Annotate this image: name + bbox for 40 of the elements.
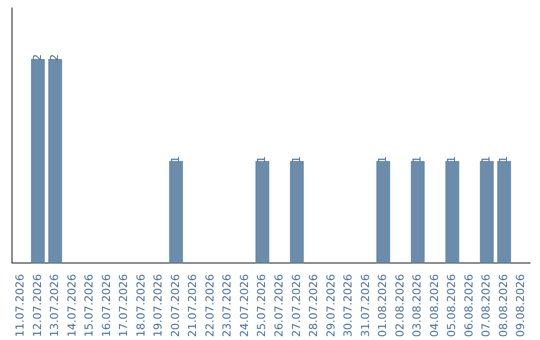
x-tick-label: 05.08.2026 (445, 274, 458, 338)
x-tick-label: 01.08.2026 (376, 274, 390, 338)
data-label: 1 (255, 156, 268, 164)
x-tick-label: 25.07.2026 (255, 274, 268, 338)
data-label: 1 (480, 156, 493, 164)
x-tick-label: 02.08.2026 (393, 274, 406, 338)
x-tick-label: 03.08.2026 (410, 274, 424, 338)
x-tick-label: 12.07.2026 (30, 274, 44, 338)
x-tick-label: 16.07.2026 (100, 274, 113, 338)
x-tick-label: 26.07.2026 (272, 274, 286, 338)
x-tick-label: 27.07.2026 (290, 274, 303, 338)
data-label: 1 (445, 156, 458, 164)
x-tick-label: 31.07.2026 (358, 274, 372, 338)
data-label: 2 (48, 54, 62, 62)
x-tick-label: 24.07.2026 (238, 274, 251, 338)
x-tick-label: 18.07.2026 (134, 274, 148, 338)
x-tick-label: 15.07.2026 (82, 274, 96, 338)
x-tick-label: 20.07.2026 (168, 274, 182, 338)
x-tick-label: 14.07.2026 (65, 274, 78, 338)
x-tick-label: 29.07.2026 (324, 274, 338, 338)
x-tick-label: 08.08.2026 (496, 274, 510, 338)
x-tick-label: 11.07.2026 (13, 274, 26, 338)
x-tick-label: 30.07.2026 (342, 274, 355, 338)
data-label: 1 (290, 156, 303, 164)
x-tick-label: 09.08.2026 (514, 274, 528, 338)
x-tick-label: 04.08.2026 (428, 274, 441, 338)
x-tick-label: 17.07.2026 (117, 274, 130, 338)
data-label: 1 (168, 156, 182, 164)
x-tick-label: 06.08.2026 (462, 274, 476, 338)
x-tick-label: 28.07.2026 (307, 274, 320, 338)
data-label: 1 (496, 156, 510, 164)
x-tick-label: 23.07.2026 (220, 274, 234, 338)
x-tick-label: 21.07.2026 (186, 274, 200, 338)
data-label: 2 (30, 54, 44, 62)
x-tick-label: 13.07.2026 (48, 274, 62, 338)
x-tick-label: 07.08.2026 (480, 274, 493, 338)
x-tick-label: 22.07.2026 (203, 274, 216, 338)
data-label: 1 (376, 156, 390, 164)
data-label: 1 (410, 156, 424, 164)
x-tick-label: 19.07.2026 (152, 274, 165, 338)
